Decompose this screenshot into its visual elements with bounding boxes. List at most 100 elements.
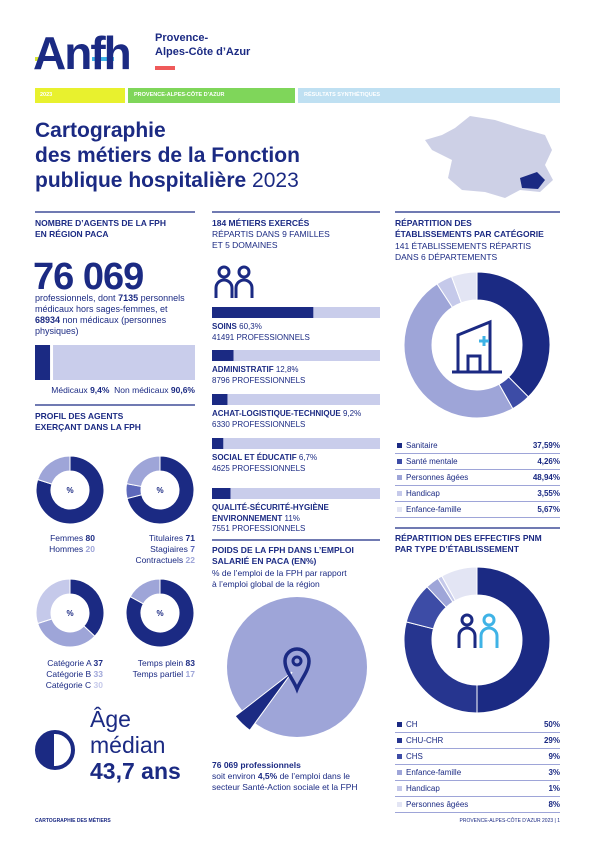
legend-item: Stagiaires 7: [150, 544, 195, 554]
bar: [212, 438, 224, 449]
age-label: Âge: [90, 706, 131, 732]
section-sub: à l’emploi global de la région: [212, 579, 320, 589]
legend-row: CHU-CHR 29%: [395, 733, 560, 749]
section-sub: DANS 6 DÉPARTEMENTS: [395, 252, 498, 262]
legend-item: Hommes 20: [49, 544, 95, 554]
legend-value: 80: [85, 533, 95, 543]
legend-swatch: [397, 443, 402, 448]
legend-value: 20: [85, 544, 95, 554]
legend-name: Contractuels: [135, 555, 184, 565]
domain-label: SOINS 60,3% 41491 PROFESSIONNELS: [212, 322, 380, 343]
section-heading: NOMBRE D’AGENTS DE LA FPH: [35, 218, 166, 228]
hospital-icon: [452, 319, 502, 374]
legend-swatch: [397, 754, 402, 759]
agents-text: professionnels, dont 7135 personnels méd…: [35, 293, 193, 337]
legend-row: Handicap 3,55%: [395, 486, 560, 502]
bar-track: [212, 488, 380, 499]
text: personnels médicaux hors sages-femmes, e…: [35, 293, 185, 314]
domain-count: 6330 PROFESSIONNELS: [212, 419, 306, 429]
legend-value: 37: [93, 658, 103, 668]
text: non médicaux (personnes physiques): [35, 315, 167, 336]
domain-value: 9,2%: [342, 409, 362, 418]
section-sub: 141 ÉTABLISSEMENTS RÉPARTIS: [395, 241, 532, 251]
legend-value: 90,6%: [170, 385, 195, 395]
donut-segment: [35, 455, 105, 525]
donut-segment: [403, 621, 478, 714]
legend-item: Catégorie B 33: [46, 669, 103, 679]
text: 4,5%: [257, 771, 278, 781]
logo: Anfh: [33, 27, 132, 79]
legend-item: Contractuels 22: [135, 555, 195, 565]
pin-icon: [283, 647, 311, 694]
donut-segment: [126, 455, 195, 525]
tab: [35, 88, 125, 103]
legend-value: 83: [185, 658, 195, 668]
france-map: [425, 116, 553, 198]
icon-body: [457, 626, 477, 648]
domain-name: ADMINISTRATIF: [212, 365, 274, 374]
donut-center-label: %: [156, 486, 163, 495]
legend-swatch: [397, 491, 402, 496]
section-heading: RÉPARTITION DES: [395, 218, 472, 228]
legend-name: Sanitaire: [406, 441, 438, 450]
logo-accent: [92, 57, 114, 61]
legend-swatch: [397, 770, 402, 775]
legend-swatch: [397, 802, 402, 807]
section-sub: % de l’emploi de la FPH par rapport: [212, 568, 347, 578]
domain-value: 11%: [284, 513, 300, 523]
text: soit environ: [212, 771, 258, 781]
donut-segment: [441, 566, 478, 602]
legend-value: 33: [93, 669, 103, 679]
legend-name: Enfance-famille: [406, 768, 462, 777]
logo-accent: [155, 66, 175, 70]
legend-row: CHS 9%: [395, 749, 560, 765]
legend-name: Titulaires: [148, 533, 184, 543]
donut-segment: [476, 566, 551, 714]
legend-value: 7: [190, 544, 195, 554]
domain-value: 60,3%: [239, 322, 262, 331]
legend-name: CHS: [406, 752, 423, 761]
title-line: des métiers de la Fonction: [35, 144, 300, 167]
legend-swatch: [397, 475, 402, 480]
legend-item: Femmes 80: [50, 533, 95, 543]
pie-slice: [234, 671, 293, 731]
bar-track: [212, 350, 380, 361]
donut-center-label: %: [156, 609, 163, 618]
title-line: Cartographie: [35, 119, 166, 142]
legend-name: Catégorie B: [46, 669, 92, 679]
bar: [212, 307, 314, 318]
legend-name: CH: [406, 720, 418, 729]
legend-row: Sanitaire 37,59%: [395, 438, 560, 454]
legend-value: 17: [185, 669, 195, 679]
icon-body: [479, 626, 499, 648]
bar: [212, 488, 231, 499]
legend-item: Catégorie A 37: [47, 658, 103, 668]
legend-value: 1%: [548, 784, 560, 793]
pin-dot: [291, 655, 303, 667]
icon-head: [460, 613, 474, 627]
legend-name: Catégorie A: [47, 658, 92, 668]
domain-value: 6,7%: [298, 453, 318, 462]
section-sub: RÉPARTIS DANS 9 FAMILLES: [212, 229, 330, 239]
people-icon: [214, 265, 254, 298]
legend-value: 9%: [548, 752, 560, 761]
legend-name: Handicap: [406, 489, 440, 498]
poids-note: 76 069 professionnels soit environ 4,5% d…: [212, 760, 362, 793]
legend-name: Catégorie C: [45, 680, 92, 690]
donut-segment: [126, 455, 161, 488]
legend-item: Catégorie C 30: [46, 680, 103, 690]
donut-segment: [37, 455, 71, 485]
donut-center-label: %: [66, 486, 73, 495]
text: de l’emploi dans le secteur Santé-Action…: [212, 771, 358, 792]
domain-name: QUALITÉ-SÉCURITÉ-HYGIÈNE ENVIRONNEMENT: [212, 503, 329, 523]
legend-name: Temps plein: [137, 658, 184, 668]
legend-name: Personnes âgées: [406, 473, 469, 482]
domain-count: 4625 PROFESSIONNELS: [212, 463, 306, 473]
legend-name: Handicap: [406, 784, 440, 793]
agents-total: 76 069: [33, 256, 144, 298]
section-heading: POIDS DE LA FPH DANS L’EMPLOI: [212, 545, 354, 555]
text: professionnels, dont: [35, 293, 119, 303]
legend-item: Temps partiel 17: [133, 669, 195, 679]
legend-swatch: [397, 738, 402, 743]
text: 68934: [35, 315, 61, 325]
